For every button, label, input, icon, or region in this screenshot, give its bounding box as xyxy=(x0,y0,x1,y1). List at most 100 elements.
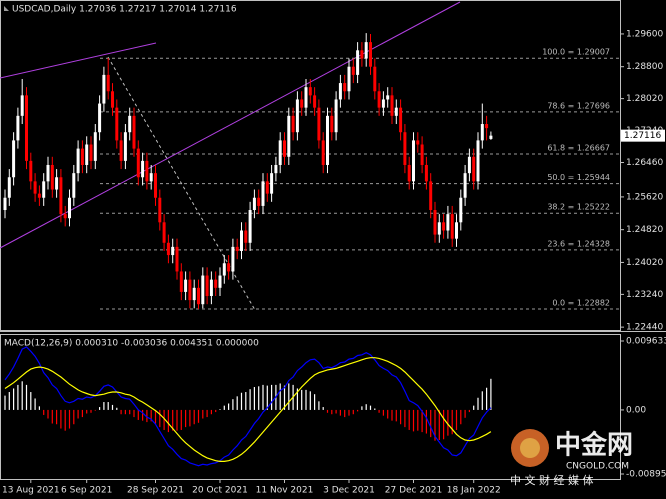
histogram-bar xyxy=(395,409,397,422)
x-tick-label: 6 Sep 2021 xyxy=(61,486,112,496)
candle-body xyxy=(364,42,368,59)
candle-body xyxy=(98,103,102,133)
histogram-bar xyxy=(64,409,66,431)
candle-body xyxy=(360,50,364,59)
candle-body xyxy=(240,230,243,251)
candle-body xyxy=(369,42,372,67)
histogram-bar xyxy=(378,409,380,413)
y-tick-label: 1.25620 xyxy=(626,192,663,202)
x-tick-label: 18 Jan 2022 xyxy=(447,486,501,496)
histogram-bar xyxy=(361,406,363,410)
histogram-bar xyxy=(4,395,6,410)
candle-body xyxy=(218,275,222,288)
histogram-bar xyxy=(56,409,58,425)
candle-body xyxy=(485,124,489,129)
histogram-bar xyxy=(421,409,423,433)
histogram-bar xyxy=(172,409,174,431)
x-tick-label: 27 Dec 2021 xyxy=(385,486,443,496)
candle-body xyxy=(76,148,80,174)
candle-body xyxy=(46,164,50,182)
histogram-bar xyxy=(133,409,135,418)
histogram-bar xyxy=(434,409,436,441)
y-tick-label: 1.23240 xyxy=(626,290,663,300)
candle-body xyxy=(463,173,467,198)
candle-body xyxy=(472,156,476,182)
y-tick-label: 1.24820 xyxy=(626,225,663,235)
candle-body xyxy=(480,124,484,141)
histogram-bar xyxy=(206,409,208,418)
candle-body xyxy=(338,83,342,100)
candle-body xyxy=(437,222,441,235)
histogram-bar xyxy=(266,385,268,410)
x-tick-label: 11 Nov 2021 xyxy=(256,486,314,496)
candle-body xyxy=(80,148,84,165)
histogram-bar xyxy=(296,388,298,410)
histogram-bar xyxy=(176,409,178,431)
histogram-bar xyxy=(369,405,372,410)
histogram-bar xyxy=(180,409,182,430)
candle-body xyxy=(12,140,16,178)
histogram-bar xyxy=(60,409,62,429)
y-tick-label: 1.28800 xyxy=(626,62,663,72)
histogram-bar xyxy=(481,391,483,410)
candle-body xyxy=(313,95,317,108)
candle-body xyxy=(235,246,239,251)
histogram-bar xyxy=(137,409,139,420)
histogram-bar xyxy=(215,409,217,413)
y-tick-label: 1.28020 xyxy=(626,94,663,104)
histogram-bar xyxy=(21,381,23,410)
candle-body xyxy=(42,181,46,198)
y-tick-label: 1.24020 xyxy=(626,258,663,268)
candle-body xyxy=(373,66,377,92)
histogram-bar xyxy=(120,409,122,415)
candle-body xyxy=(347,66,351,92)
candle-body xyxy=(141,160,145,178)
candle-body xyxy=(274,164,278,174)
histogram-bar xyxy=(159,409,161,428)
histogram-bar xyxy=(124,409,126,415)
candle-body xyxy=(459,197,463,223)
candle-body xyxy=(304,87,308,108)
histogram-bar xyxy=(43,409,45,415)
candle-body xyxy=(278,140,282,165)
x-tick-label: 20 Oct 2021 xyxy=(192,486,248,496)
candle-body xyxy=(248,210,252,243)
histogram-bar xyxy=(38,406,40,410)
candle-body xyxy=(283,140,286,157)
histogram-bar xyxy=(318,401,320,410)
candle-body xyxy=(424,164,428,182)
watermark-site: CNGOLD.COM xyxy=(566,462,629,472)
histogram-bar xyxy=(240,392,243,410)
histogram-bar xyxy=(25,384,28,410)
candle-body xyxy=(102,74,106,104)
candle-body xyxy=(407,164,411,182)
candle-body xyxy=(442,222,446,231)
candle-body xyxy=(123,132,127,161)
fib-label: 100.0 = 1.29007 xyxy=(542,48,610,57)
trendline xyxy=(0,42,157,79)
candle-body xyxy=(85,144,89,165)
histogram-bar xyxy=(81,409,83,418)
candle-body xyxy=(111,91,114,108)
histogram-bar xyxy=(357,409,359,412)
histogram-bar xyxy=(473,405,475,410)
candle-body xyxy=(68,197,71,219)
histogram-bar xyxy=(167,409,169,433)
candle-body xyxy=(89,144,93,161)
x-tick-label: 3 Dec 2021 xyxy=(323,486,375,496)
histogram-bar xyxy=(262,384,264,410)
histogram-bar xyxy=(468,409,470,413)
histogram-bar xyxy=(365,404,367,410)
histogram-bar xyxy=(408,409,410,430)
candle-body xyxy=(179,271,183,292)
candle-body xyxy=(184,279,188,292)
histogram-bar xyxy=(8,392,10,410)
candle-body xyxy=(394,107,398,116)
trendline xyxy=(0,1,461,249)
candle-body xyxy=(205,275,209,297)
candle-body xyxy=(145,160,149,182)
candle-body xyxy=(209,279,213,297)
histogram-bar xyxy=(326,409,329,413)
histogram-bar xyxy=(90,409,92,413)
histogram-bar xyxy=(163,409,165,430)
